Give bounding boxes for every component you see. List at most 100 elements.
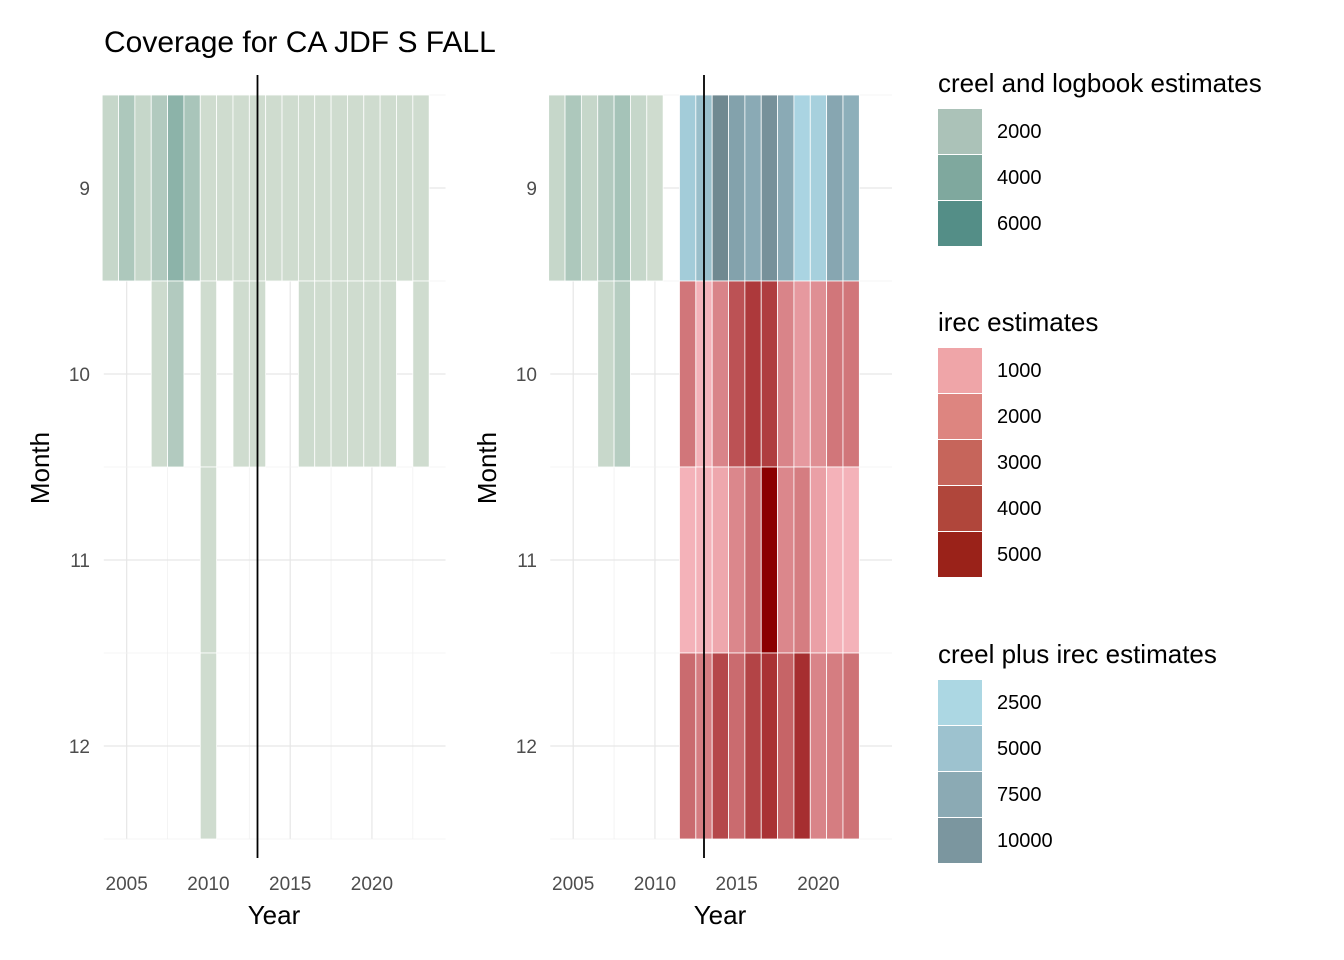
- heatmap-cell: [809, 94, 828, 282]
- legend-item: 10000: [938, 818, 1217, 864]
- legend-item: 4000: [938, 486, 1098, 532]
- x-tick-label: 2010: [634, 874, 676, 895]
- heatmap-cell: [826, 280, 844, 468]
- heatmap-cell: [809, 280, 828, 468]
- legend-swatch: [938, 818, 982, 864]
- legend-swatch: [938, 201, 982, 247]
- heatmap-cell: [412, 280, 430, 468]
- legend-title: creel and logbook estimates: [938, 68, 1262, 98]
- legend-irec: irec estimates 1000 2000 3000 4000 5000: [938, 307, 1098, 578]
- legend-label: 2500: [997, 691, 1042, 714]
- heatmap-cell: [711, 652, 729, 840]
- legend-swatch: [938, 486, 982, 532]
- heatmap-cell: [199, 280, 218, 468]
- heatmap-cell: [826, 466, 844, 654]
- heatmap-cell: [793, 466, 811, 654]
- heatmap-panel-left: 2005 2010 2015 2020 9 10 11 12 Year Month: [25, 75, 446, 930]
- heatmap-cell: [826, 652, 844, 840]
- legend-label: 1000: [997, 359, 1042, 382]
- heatmap-cell: [167, 94, 185, 282]
- y-tick-label: 12: [69, 737, 90, 758]
- heatmap-cell: [777, 280, 795, 468]
- heatmap-cell: [793, 652, 811, 840]
- heatmap-cell: [199, 652, 218, 840]
- heatmap-cell: [809, 466, 828, 654]
- legend-swatch: [938, 109, 982, 155]
- heatmap-cell: [613, 94, 631, 282]
- y-tick-label: 12: [516, 737, 537, 758]
- legend-item: 5000: [938, 726, 1217, 772]
- x-axis-title: Year: [248, 900, 301, 930]
- heatmap-cell: [646, 94, 664, 282]
- heatmap-cell: [842, 94, 860, 282]
- heatmap-cell: [711, 94, 729, 282]
- heatmap-cell: [134, 94, 152, 282]
- heatmap-cell: [297, 280, 316, 468]
- heatmap-cell: [396, 94, 414, 282]
- heatmap-cell: [314, 94, 332, 282]
- y-tick-label: 9: [79, 179, 90, 200]
- heatmap-cell: [842, 280, 860, 468]
- heatmap-cell: [363, 280, 381, 468]
- legend-label: 2000: [997, 120, 1042, 143]
- heatmap-cell: [265, 94, 283, 282]
- heatmap-cell: [777, 94, 795, 282]
- heatmap-cell: [597, 280, 615, 468]
- x-tick-label: 2010: [187, 874, 229, 895]
- x-tick-label: 2015: [269, 874, 311, 895]
- legend-swatch: [938, 726, 982, 772]
- heatmap-cell: [548, 94, 566, 282]
- heatmap-cell: [597, 94, 615, 282]
- x-axis-title: Year: [694, 900, 747, 930]
- legend-label: 10000: [997, 829, 1053, 852]
- heatmap-cell: [793, 94, 811, 282]
- heatmap-cell: [760, 280, 778, 468]
- legend-label: 2000: [997, 405, 1042, 428]
- heatmap-cell: [314, 280, 332, 468]
- heatmap-cell: [281, 94, 299, 282]
- heatmap-cell: [199, 94, 218, 282]
- legend-swatch: [938, 440, 982, 486]
- heatmap-cell: [101, 94, 119, 282]
- heatmap-cell: [793, 280, 811, 468]
- legend-item: 2000: [938, 109, 1262, 155]
- heatmap-cell: [330, 280, 348, 468]
- heatmap-cell: [711, 280, 729, 468]
- y-tick-label: 9: [526, 179, 537, 200]
- legend-swatch: [938, 680, 982, 726]
- heatmap-cell: [412, 94, 430, 282]
- heatmap-cell: [679, 280, 697, 468]
- legend-label: 4000: [997, 166, 1042, 189]
- legend-swatch: [938, 532, 982, 578]
- heatmap-cell: [199, 466, 218, 654]
- heatmap-cell: [630, 94, 648, 282]
- legend-title: irec estimates: [938, 307, 1099, 337]
- legend-swatch: [938, 394, 982, 440]
- heatmap-cell: [842, 466, 860, 654]
- legend-item: 2000: [938, 394, 1098, 440]
- heatmap-cell: [842, 652, 860, 840]
- y-tick-label: 11: [517, 551, 537, 572]
- heatmap-cell: [809, 652, 828, 840]
- legend-swatch: [938, 348, 982, 394]
- heatmap-cell: [347, 280, 365, 468]
- heatmap-cell: [379, 94, 397, 282]
- x-tick-label: 2005: [552, 874, 594, 895]
- legend-label: 3000: [997, 451, 1042, 474]
- x-tick-label: 2020: [351, 874, 393, 895]
- heatmap-cell: [232, 280, 250, 468]
- heatmap-cell: [118, 94, 136, 282]
- heatmap-cell: [744, 280, 762, 468]
- heatmap-cell: [330, 94, 348, 282]
- legend-label: 5000: [997, 737, 1042, 760]
- x-tick-label: 2020: [797, 874, 839, 895]
- legend-label: 7500: [997, 783, 1042, 806]
- heatmap-cell: [363, 94, 381, 282]
- legend-item: 4000: [938, 155, 1262, 201]
- heatmap-cell: [150, 280, 168, 468]
- heatmap-cell: [613, 280, 631, 468]
- legend-label: 6000: [997, 212, 1042, 235]
- heatmap-cell: [679, 94, 697, 282]
- legend-item: 3000: [938, 440, 1098, 486]
